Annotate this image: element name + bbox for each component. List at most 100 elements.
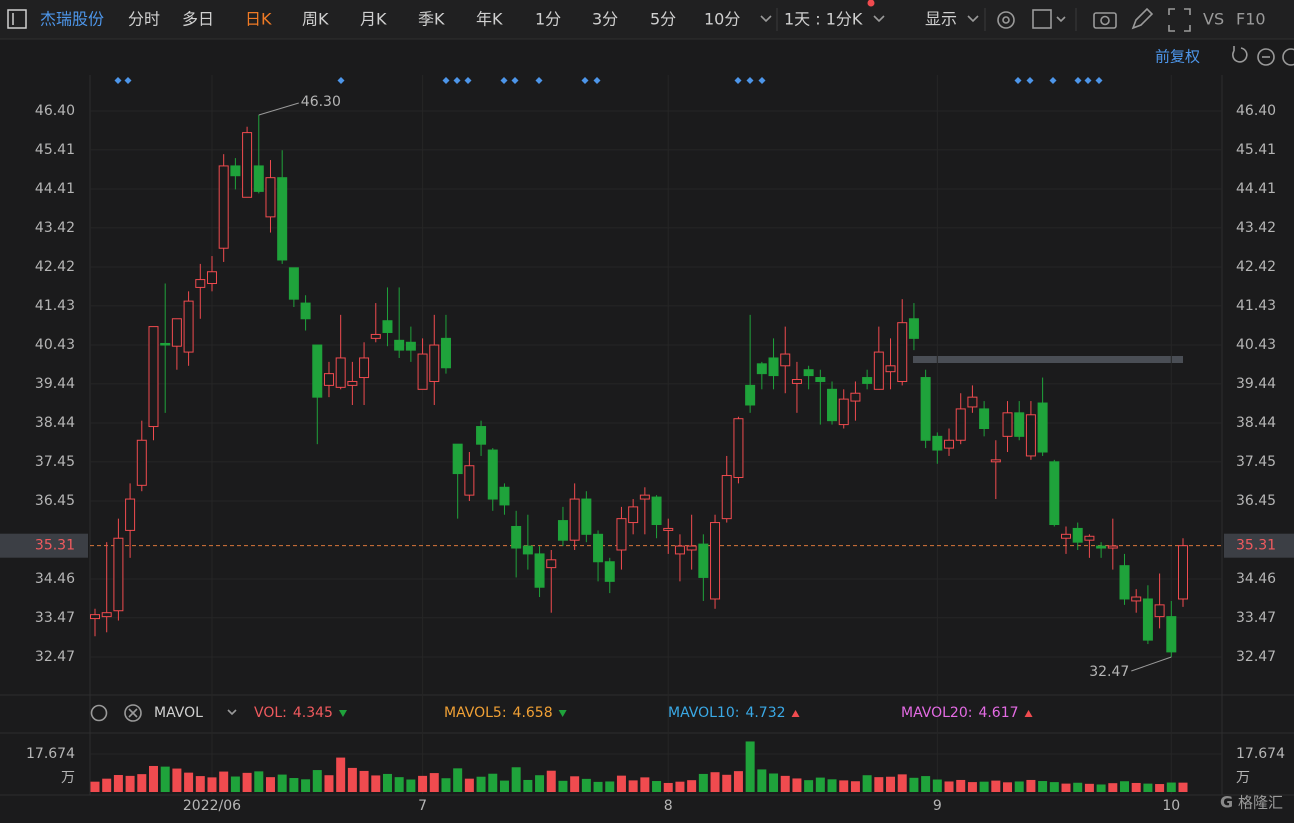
candle-body: [405, 341, 416, 351]
volume-bar: [581, 778, 591, 792]
volume-bar: [207, 777, 217, 792]
y-unit: 万: [61, 770, 75, 786]
volume-bar: [1061, 783, 1071, 792]
display-chevron: [967, 15, 979, 23]
candle-body: [569, 498, 580, 541]
tabs: 分时 多日 日K 周K 月K 季K 年K 1分 3分 5分 10分: [128, 10, 740, 29]
event-marker: [511, 77, 519, 84]
volume-bar: [394, 777, 404, 792]
candle-body: [323, 373, 334, 386]
f10-button[interactable]: F10: [1236, 10, 1266, 29]
candle-body: [452, 443, 463, 475]
y-tick-label: 33.47: [35, 610, 75, 626]
settings-icon[interactable]: [997, 11, 1015, 29]
display-menu[interactable]: 显示: [925, 10, 957, 29]
sidebar-toggle[interactable]: [7, 9, 27, 29]
volume-bar: [382, 773, 392, 792]
volume-bar: [488, 773, 498, 792]
reset-icon[interactable]: [1232, 46, 1248, 63]
camera-icon[interactable]: [1093, 12, 1117, 29]
volume-bar: [359, 770, 369, 792]
volume-bar: [967, 782, 977, 792]
event-marker: [758, 77, 766, 84]
tab[interactable]: 季K: [418, 10, 445, 29]
volume-bar: [230, 776, 240, 792]
stock-name[interactable]: 杰瑞股份: [40, 10, 104, 29]
volume-bar: [1026, 779, 1036, 792]
period-select[interactable]: 1天 : 1分K: [784, 10, 863, 29]
candle-body: [1154, 604, 1165, 618]
event-marker: [337, 77, 345, 84]
volume-bar: [535, 775, 545, 792]
drawn-level: [913, 356, 1183, 363]
volume-bar: [804, 780, 814, 792]
candle-body: [827, 388, 838, 422]
indicator-close[interactable]: [124, 704, 142, 722]
volume-bar: [722, 774, 732, 792]
tab[interactable]: 1分: [535, 10, 561, 29]
volume-bar: [289, 778, 299, 792]
more-chevron[interactable]: [760, 15, 772, 23]
plot: 35.31 35.31 46.30 32.47 VOL: 4.345 MAVOL5: 4.65…: [0, 94, 1294, 792]
y-tick-label: 37.45: [1236, 454, 1276, 470]
adjust-mode[interactable]: 前复权: [1155, 48, 1200, 66]
event-marker: [581, 77, 589, 84]
event-marker: [1095, 77, 1103, 84]
volume-bar: [1131, 782, 1141, 792]
x-tick-label: 7: [418, 798, 427, 814]
tab[interactable]: 3分: [592, 10, 618, 29]
tab[interactable]: 月K: [360, 10, 387, 29]
volume-bar: [523, 779, 533, 792]
candle-body: [359, 357, 370, 379]
y-tick-label: 17.674: [1236, 746, 1285, 762]
last-price-box: [1224, 533, 1294, 558]
candle-body: [487, 449, 498, 500]
tab[interactable]: 5分: [650, 10, 676, 29]
candle-body: [1014, 412, 1025, 437]
settings-icon-core: [1002, 16, 1010, 24]
tab[interactable]: 年K: [476, 10, 503, 29]
grid: 46.40 46.40 45.41 45.41 44.41 44.41 43.42 43.42…: [26, 75, 1285, 814]
event-marker: [734, 77, 742, 84]
y-tick-label: 32.47: [35, 649, 75, 665]
candle-body: [733, 418, 744, 478]
indicator-name[interactable]: MAVOL: [154, 705, 203, 721]
tab[interactable]: 分时: [128, 10, 160, 29]
volume-bar: [242, 772, 252, 792]
zoom-in-icon[interactable]: [1282, 48, 1294, 66]
volume-bar: [944, 781, 954, 792]
volume-bar: [160, 766, 170, 792]
volume-bar: [336, 757, 346, 792]
candle-body: [686, 545, 697, 551]
volume-bar: [827, 779, 837, 792]
fullscreen-icon[interactable]: [1168, 8, 1191, 32]
y-unit: 万: [1236, 770, 1250, 786]
draw-box-icon[interactable]: [1032, 9, 1052, 29]
volume-bar: [710, 772, 720, 792]
tab[interactable]: 日K: [245, 10, 272, 29]
min-pointer: [1131, 656, 1172, 672]
y-tick-label: 42.42: [1236, 259, 1276, 275]
zoom-out-icon[interactable]: [1257, 48, 1275, 66]
vs-button[interactable]: VS: [1203, 10, 1224, 29]
tab[interactable]: 10分: [704, 10, 740, 29]
indicator-settings[interactable]: [90, 704, 108, 722]
volume-bar: [172, 768, 182, 792]
candle-body: [1049, 461, 1060, 526]
tab[interactable]: 周K: [302, 10, 329, 29]
volume-bar: [733, 771, 743, 792]
indicator-close-x: [128, 708, 138, 718]
event-marker: [535, 77, 543, 84]
pen-icon[interactable]: [1131, 7, 1154, 30]
y-tick-label: 41.43: [35, 298, 75, 314]
candle-body: [803, 369, 814, 377]
volume-bar: [219, 771, 229, 792]
volume-bar: [792, 778, 802, 792]
volume-bar: [1143, 783, 1153, 792]
tab[interactable]: 多日: [182, 10, 214, 29]
y-tick-label: 44.41: [1236, 181, 1276, 197]
candle-body: [1142, 598, 1153, 641]
volume-bar: [1178, 782, 1188, 792]
candle-body: [628, 506, 639, 524]
legend-trend: [791, 710, 800, 717]
